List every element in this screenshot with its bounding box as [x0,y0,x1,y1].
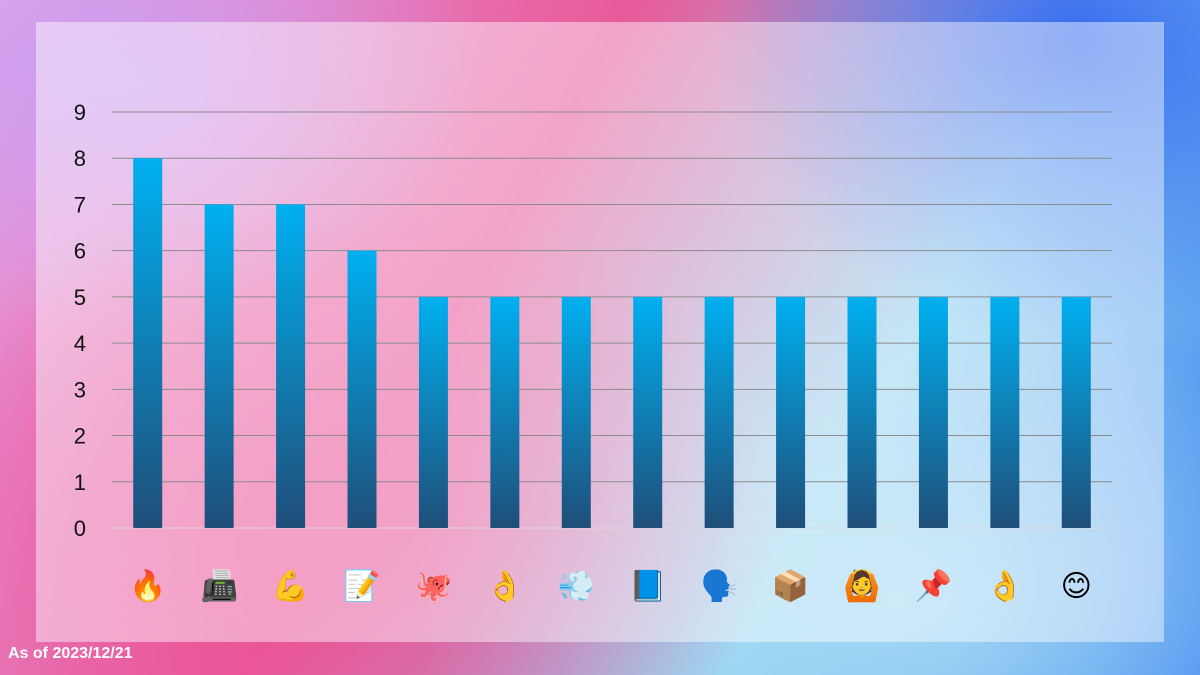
y-tick-label: 6 [74,239,86,264]
y-tick-label: 9 [74,100,86,125]
x-tick-label: 📝 [343,568,380,604]
x-axis-ticks: 🔥 📠 💪 📝 🐙 👌 💨 📘 🗣️ 📦 🙆 📌 👌 😊 [129,567,1092,604]
x-tick-label: 🐙 [415,569,452,604]
x-tick-label: 📦 [772,568,809,604]
bar [276,204,306,528]
bar [990,296,1020,528]
y-tick-label: 8 [74,146,86,171]
bar [704,296,734,528]
x-tick-label: 📘 [629,569,666,604]
gridlines [112,111,1112,529]
x-tick-label: 👌 [486,569,523,604]
x-tick-label: 🔥 [129,568,166,604]
y-tick-label: 4 [74,331,86,356]
y-axis-ticks: 0 1 2 3 4 5 6 7 8 9 [74,100,86,541]
bar [1061,296,1091,528]
x-tick-label: 🗣️ [700,568,737,604]
bar [847,296,877,528]
y-tick-label: 5 [74,285,86,310]
y-tick-label: 2 [74,424,86,449]
x-tick-label: 📌 [915,567,952,604]
x-tick-label: 💨 [558,569,595,604]
bar [204,204,234,528]
x-tick-label: 😊 [1061,569,1092,604]
y-tick-label: 0 [74,516,86,541]
as-of-date-note: As of 2023/12/21 [8,645,133,662]
chart-panel: 0 1 2 3 4 5 6 7 8 9 🔥 📠 💪 📝 🐙 👌 💨 📘 🗣️ 📦 🙆 📌 👌 😊 [36,22,1164,642]
bar [633,296,663,528]
bars [133,158,1091,528]
x-tick-label: 📠 [200,568,237,604]
bar [776,296,806,528]
y-tick-label: 1 [74,470,86,495]
y-tick-label: 7 [74,192,86,217]
x-tick-label: 🙆 [843,568,880,604]
bar [490,296,520,528]
x-tick-label: 💪 [272,568,309,604]
bar-chart: 0 1 2 3 4 5 6 7 8 9 🔥 📠 💪 📝 🐙 👌 💨 📘 🗣️ 📦 🙆 📌 👌 😊 [74,100,1112,604]
y-tick-label: 3 [74,377,86,402]
bar [418,296,448,528]
x-tick-label: 👌 [986,569,1023,604]
bar [561,296,591,528]
bar [133,158,163,528]
bar [918,296,948,528]
bar [347,250,377,528]
